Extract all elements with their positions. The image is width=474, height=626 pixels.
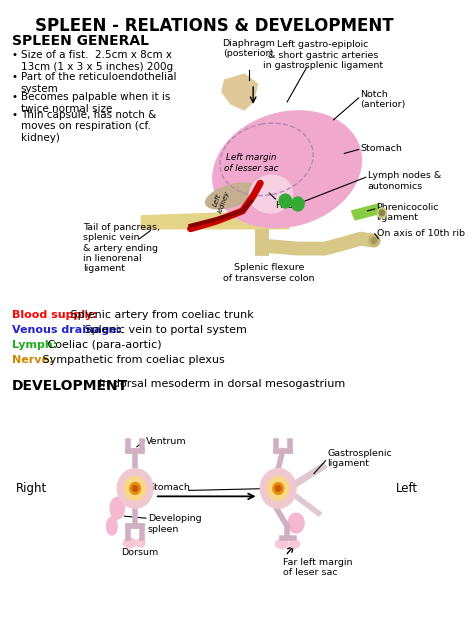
Text: Nerve:: Nerve: [12, 354, 53, 364]
Text: Coeliac (para-aortic): Coeliac (para-aortic) [44, 340, 162, 350]
Text: Blood supply:: Blood supply: [12, 310, 97, 320]
Circle shape [132, 485, 138, 491]
Polygon shape [141, 211, 289, 228]
Text: Diaphragm
(posterior): Diaphragm (posterior) [222, 39, 275, 58]
Text: Splenic vein to portal system: Splenic vein to portal system [82, 325, 247, 335]
Text: Becomes palpable when it is
twice normal size: Becomes palpable when it is twice normal… [21, 92, 170, 113]
Text: Phrenicocolic
ligament: Phrenicocolic ligament [376, 203, 439, 222]
Text: Far left margin
of leser sac: Far left margin of leser sac [283, 558, 352, 577]
Text: Lymph nodes &
autonomics: Lymph nodes & autonomics [368, 172, 441, 191]
Circle shape [377, 208, 386, 218]
Ellipse shape [107, 517, 117, 535]
Text: Left
kidney: Left kidney [211, 188, 231, 214]
Ellipse shape [136, 539, 145, 547]
Text: Tail of pancreas,
splenic vein
& artery ending
in lienorenal
ligament: Tail of pancreas, splenic vein & artery … [83, 223, 160, 274]
Ellipse shape [206, 183, 256, 209]
Text: •: • [12, 110, 18, 120]
Text: Left: Left [396, 482, 419, 495]
Text: •: • [12, 72, 18, 82]
Circle shape [267, 476, 289, 500]
Text: Splenic artery from coeliac trunk: Splenic artery from coeliac trunk [67, 310, 254, 320]
Polygon shape [352, 204, 382, 220]
Ellipse shape [124, 538, 136, 548]
Circle shape [371, 238, 376, 244]
Circle shape [260, 469, 296, 508]
Text: Notch
(anterior): Notch (anterior) [360, 90, 406, 110]
Text: Venous drainage:: Venous drainage: [12, 325, 121, 335]
Circle shape [273, 483, 283, 495]
Circle shape [275, 485, 281, 491]
Circle shape [368, 235, 379, 247]
Circle shape [117, 469, 153, 508]
Text: Stomach: Stomach [360, 143, 402, 153]
Text: Left margin
of lesser sac: Left margin of lesser sac [224, 153, 279, 173]
Polygon shape [222, 74, 258, 110]
Text: Part of the reticuloendothelial
system: Part of the reticuloendothelial system [21, 72, 176, 94]
Text: Ventrum: Ventrum [146, 437, 186, 446]
Ellipse shape [213, 111, 361, 228]
Text: •: • [12, 92, 18, 102]
Ellipse shape [314, 126, 357, 187]
Ellipse shape [110, 497, 124, 519]
Text: Stomach: Stomach [148, 483, 191, 493]
Text: Right: Right [16, 482, 47, 495]
Text: Lymph:: Lymph: [12, 340, 57, 350]
Circle shape [124, 476, 146, 500]
Text: Dorsum: Dorsum [121, 548, 158, 557]
Ellipse shape [250, 175, 292, 213]
Text: Splenic flexure
of transverse colon: Splenic flexure of transverse colon [224, 264, 315, 283]
Circle shape [279, 194, 292, 208]
Circle shape [130, 483, 140, 495]
Text: SPLEEN GENERAL: SPLEEN GENERAL [12, 34, 149, 48]
Ellipse shape [275, 540, 288, 548]
Circle shape [379, 210, 384, 216]
Circle shape [292, 197, 304, 211]
Text: •: • [12, 50, 18, 60]
Text: Size of a fist.  2.5cm x 8cm x
13cm (1 x 3 x 5 inches) 200g: Size of a fist. 2.5cm x 8cm x 13cm (1 x … [21, 50, 173, 72]
Text: Gastrosplenic
ligament: Gastrosplenic ligament [328, 449, 392, 468]
Ellipse shape [288, 513, 304, 533]
Text: Thin capsule, has notch &
moves on respiration (cf.
kidney): Thin capsule, has notch & moves on respi… [21, 110, 156, 143]
Text: Left gastro-epiploic
& short gastric arteries
in gastrosplenic ligament: Left gastro-epiploic & short gastric art… [263, 41, 383, 70]
Text: Sympathetic from coeliac plexus: Sympathetic from coeliac plexus [38, 354, 224, 364]
Ellipse shape [289, 540, 300, 548]
Text: Developing
spleen: Developing spleen [147, 514, 201, 533]
Text: Hilum: Hilum [275, 201, 303, 210]
Text: On axis of 10th rib: On axis of 10th rib [376, 228, 465, 238]
Text: DEVELOPMENT: DEVELOPMENT [12, 379, 128, 393]
Text: In dorsal mesoderm in dorsal mesogastrium: In dorsal mesoderm in dorsal mesogastriu… [100, 379, 346, 389]
Text: SPLEEN - RELATIONS & DEVELOPMENT: SPLEEN - RELATIONS & DEVELOPMENT [36, 17, 394, 34]
